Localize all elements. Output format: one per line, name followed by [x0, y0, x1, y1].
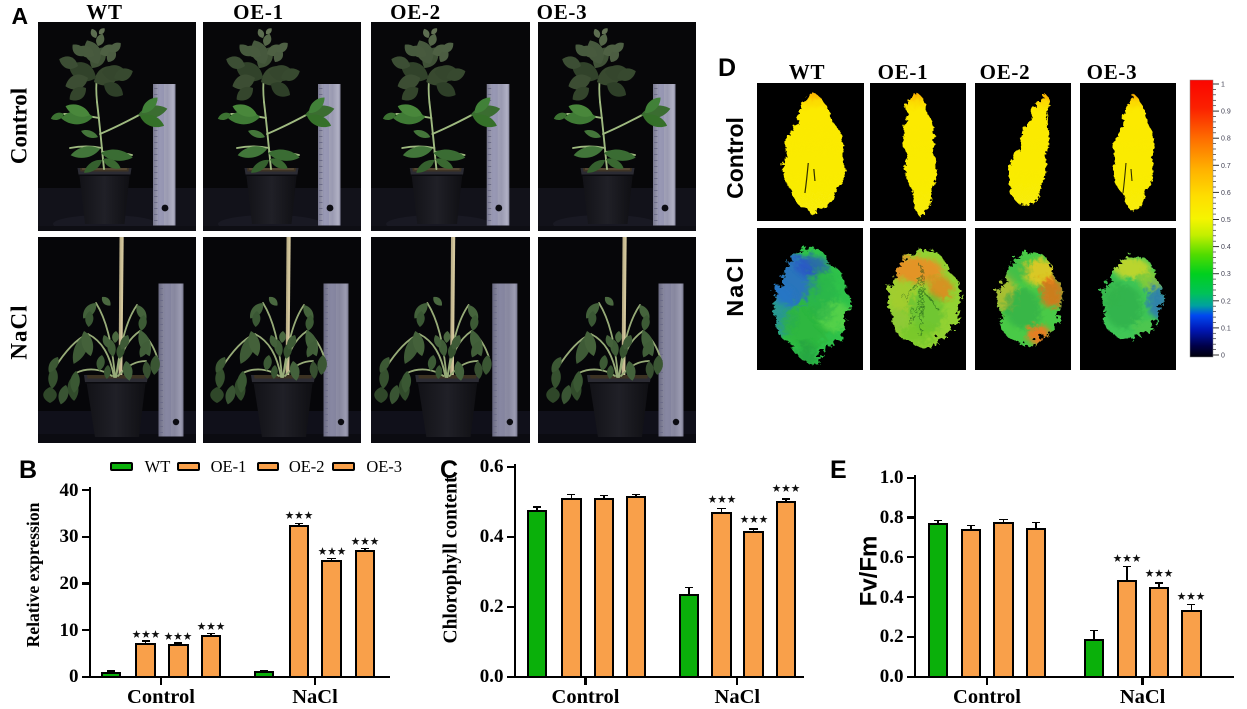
svg-text:Control: Control — [722, 117, 748, 199]
svg-text:0.3: 0.3 — [1221, 271, 1231, 278]
svg-text:Fv/Fm: Fv/Fm — [856, 536, 883, 607]
svg-text:NaCl: NaCl — [722, 255, 748, 317]
svg-text:Control: Control — [7, 88, 32, 164]
svg-text:0.7: 0.7 — [1221, 163, 1231, 170]
svg-text:Chlorophyll content: Chlorophyll content — [440, 476, 461, 644]
svg-text:Relative expression: Relative expression — [23, 502, 43, 647]
svg-text:0: 0 — [1221, 353, 1225, 360]
svg-text:0.6: 0.6 — [1221, 190, 1231, 197]
svg-text:0.2: 0.2 — [1221, 298, 1231, 305]
svg-text:0.9: 0.9 — [1221, 109, 1231, 116]
svg-text:NaCl: NaCl — [7, 304, 32, 359]
svg-text:1: 1 — [1221, 82, 1225, 89]
svg-text:0.8: 0.8 — [1221, 136, 1231, 143]
svg-text:0.5: 0.5 — [1221, 217, 1231, 224]
svg-text:0.1: 0.1 — [1221, 325, 1231, 332]
svg-text:0.4: 0.4 — [1221, 244, 1231, 251]
